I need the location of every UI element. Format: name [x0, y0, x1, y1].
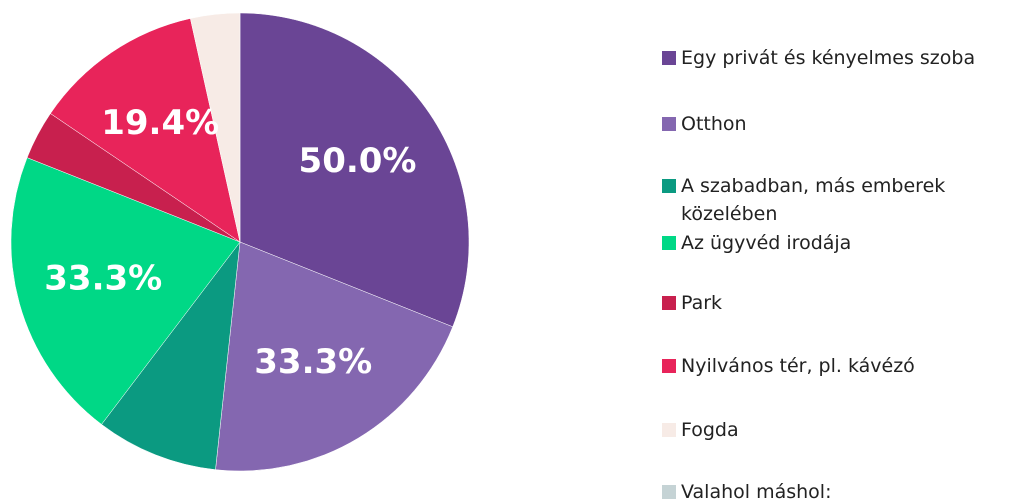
data-label: 33.3% [254, 342, 372, 382]
data-label: 33.3% [44, 259, 162, 299]
legend-swatch [662, 359, 676, 373]
pie-slice [10, 157, 241, 425]
legend-item: A szabadban, más emberek közelében [662, 172, 1002, 228]
legend-item: Otthon [662, 110, 1002, 138]
data-label: 50.0% [299, 141, 417, 181]
legend-label: Nyilvános tér, pl. kávézó [681, 355, 915, 377]
legend-item: Az ügyvéd irodája [662, 229, 1002, 257]
pie-slice [215, 241, 454, 472]
legend-item: Nyilvános tér, pl. kávézó [662, 352, 1002, 380]
pie-slice [101, 241, 241, 470]
data-label: 19.4% [101, 103, 219, 143]
pie-slice [50, 18, 241, 243]
legend-label: A szabadban, más emberek közelében [681, 175, 946, 225]
pie: 50.0% 33.3% 33.3% 19.4% [10, 12, 470, 472]
legend-item: Park [662, 289, 1002, 317]
legend-swatch [662, 296, 676, 310]
pie-slice [190, 12, 241, 243]
legend-label: Az ügyvéd irodája [681, 232, 852, 254]
legend-label: Park [681, 292, 723, 314]
legend-item: Fogda [662, 416, 1002, 444]
legend-item: Valahol máshol: [662, 478, 1002, 500]
legend-swatch [662, 423, 676, 437]
legend-swatch [662, 179, 676, 193]
legend-swatch [662, 117, 676, 131]
pie-slice [239, 12, 470, 328]
legend-swatch [662, 236, 676, 250]
legend-item: Egy privát és kényelmes szoba [662, 44, 1002, 72]
legend-label: Otthon [681, 113, 747, 135]
legend-swatch [662, 485, 676, 499]
legend-label: Valahol máshol: [681, 481, 832, 500]
legend-label: Egy privát és kényelmes szoba [681, 47, 976, 69]
legend-swatch [662, 51, 676, 65]
legend-label: Fogda [681, 419, 739, 441]
